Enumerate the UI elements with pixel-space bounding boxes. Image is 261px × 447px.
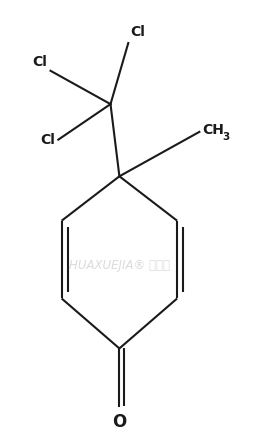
Text: Cl: Cl — [32, 55, 47, 68]
Text: Cl: Cl — [40, 133, 55, 147]
Text: 3: 3 — [223, 132, 230, 143]
Text: HUAXUEJIA® 化学加: HUAXUEJIA® 化学加 — [69, 259, 170, 272]
Text: CH: CH — [203, 122, 224, 137]
Text: Cl: Cl — [130, 25, 145, 38]
Text: O: O — [112, 413, 127, 431]
